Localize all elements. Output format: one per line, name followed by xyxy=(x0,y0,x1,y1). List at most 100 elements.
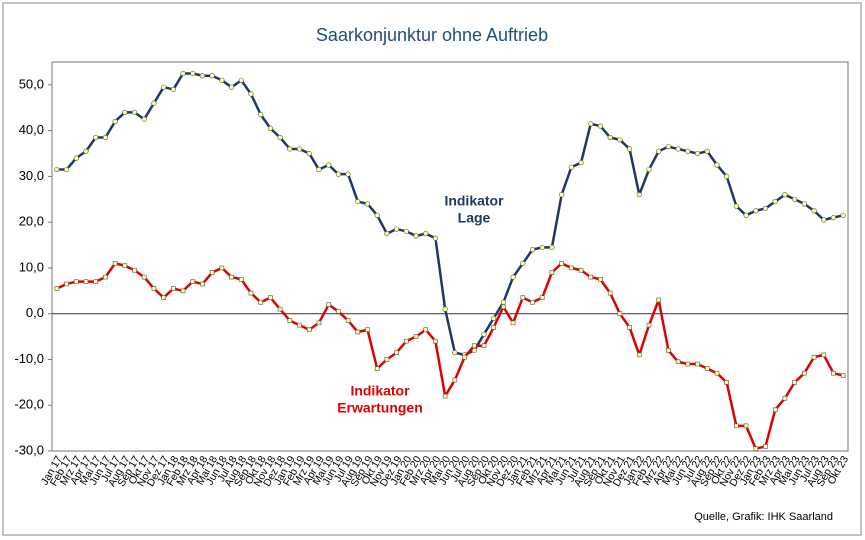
annotation: Indikator xyxy=(350,383,410,399)
point xyxy=(626,146,633,152)
point xyxy=(617,137,623,143)
point xyxy=(801,201,807,207)
point xyxy=(549,244,555,250)
point xyxy=(384,357,390,362)
point xyxy=(675,359,681,365)
point xyxy=(598,277,603,282)
point xyxy=(433,338,438,344)
point xyxy=(267,125,274,131)
series-line xyxy=(56,72,844,357)
point xyxy=(306,327,312,333)
point xyxy=(646,322,652,328)
point xyxy=(500,299,506,305)
point xyxy=(335,171,341,177)
point xyxy=(753,208,759,214)
point xyxy=(345,318,351,323)
point xyxy=(452,377,458,383)
point xyxy=(180,70,186,77)
point xyxy=(365,327,370,333)
point xyxy=(811,354,817,360)
point xyxy=(248,290,254,296)
point xyxy=(714,162,720,168)
point xyxy=(685,361,691,367)
point xyxy=(287,318,293,323)
point xyxy=(403,228,409,234)
annotation: Indikator xyxy=(444,193,504,209)
point xyxy=(190,279,196,284)
point xyxy=(471,343,477,349)
point xyxy=(141,274,147,280)
point xyxy=(733,203,739,209)
point xyxy=(209,270,215,275)
y-tick-label: 10,0 xyxy=(19,259,44,274)
point xyxy=(132,267,137,273)
point xyxy=(501,304,506,310)
y-tick-label: -30,0 xyxy=(14,442,44,457)
point xyxy=(559,261,564,266)
point xyxy=(64,281,69,287)
point xyxy=(141,116,147,122)
point xyxy=(607,134,613,141)
point xyxy=(131,109,138,115)
point xyxy=(316,320,322,326)
point xyxy=(481,343,487,349)
point xyxy=(151,286,157,291)
y-tick-label: 30,0 xyxy=(19,168,44,183)
point xyxy=(404,338,409,344)
point xyxy=(374,366,380,371)
point xyxy=(588,121,594,127)
point xyxy=(510,320,516,326)
point xyxy=(384,231,390,237)
point xyxy=(452,350,458,356)
point xyxy=(161,84,167,90)
point xyxy=(792,380,797,385)
point xyxy=(73,155,79,161)
point xyxy=(724,173,730,180)
point xyxy=(326,302,331,307)
point xyxy=(336,309,341,314)
point xyxy=(112,261,118,266)
point xyxy=(413,334,419,339)
point xyxy=(73,279,79,284)
point xyxy=(666,348,671,353)
y-tick-label: -20,0 xyxy=(14,397,44,412)
point xyxy=(782,192,788,198)
point xyxy=(578,160,584,166)
point xyxy=(93,279,98,284)
point xyxy=(112,118,118,125)
point xyxy=(675,146,681,152)
point xyxy=(763,444,768,449)
point xyxy=(529,247,536,253)
point xyxy=(54,166,60,173)
point xyxy=(656,297,662,303)
point xyxy=(423,231,429,237)
point xyxy=(462,354,467,360)
point xyxy=(219,77,225,83)
point xyxy=(549,270,555,275)
point xyxy=(326,162,332,168)
point xyxy=(491,315,497,321)
point xyxy=(54,286,60,291)
point xyxy=(190,70,196,77)
point xyxy=(83,279,89,284)
point xyxy=(559,192,565,198)
point xyxy=(442,393,448,399)
point xyxy=(103,274,108,280)
point xyxy=(588,274,594,280)
y-tick-label: 0,0 xyxy=(26,305,44,320)
point xyxy=(831,370,836,376)
point xyxy=(685,148,691,154)
point xyxy=(258,299,264,305)
point xyxy=(219,265,225,271)
point xyxy=(607,290,613,296)
point xyxy=(102,134,108,141)
point xyxy=(355,329,361,335)
point xyxy=(83,148,89,154)
chart-title: Saarkonjunktur ohne Auftrieb xyxy=(316,25,548,45)
point xyxy=(345,171,351,177)
source: Quelle, Grafik: IHK Saarland xyxy=(694,511,833,523)
point xyxy=(122,263,128,268)
point xyxy=(743,423,749,429)
annotation: Lage xyxy=(458,210,491,226)
